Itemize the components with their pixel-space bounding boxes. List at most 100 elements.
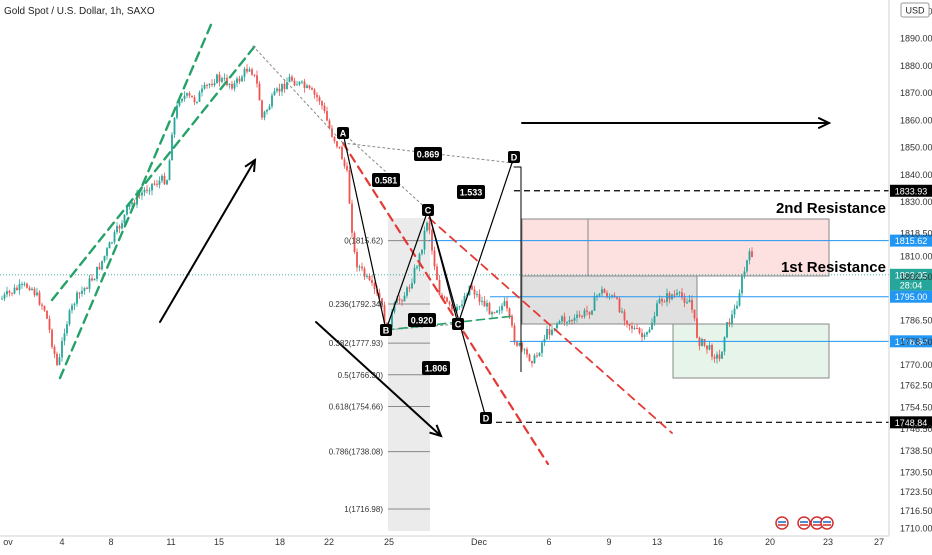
- candle-body: [569, 320, 571, 322]
- candle-body: [644, 335, 646, 338]
- candle-body: [474, 289, 476, 294]
- y-tick-label: 1818.50: [900, 228, 932, 238]
- candle-body: [461, 304, 463, 306]
- candle-body: [574, 318, 576, 321]
- candle-body: [494, 312, 496, 313]
- candle-body: [446, 297, 448, 301]
- candle-body: [731, 315, 733, 324]
- candle-body: [259, 84, 261, 101]
- y-tick-label: 1890.00: [900, 34, 932, 44]
- price-axis-badge-text: 1833.93: [895, 186, 928, 196]
- candle-body: [581, 316, 583, 317]
- candle-body: [704, 339, 706, 345]
- candle-body: [224, 78, 226, 79]
- candle-body: [714, 357, 716, 359]
- x-tick-label: 9: [606, 537, 611, 547]
- candle-body: [399, 299, 401, 301]
- candle-body: [421, 249, 423, 253]
- candle-body: [636, 328, 638, 329]
- candle-body: [404, 296, 406, 302]
- candle-body: [601, 289, 603, 293]
- candle-body: [374, 283, 376, 289]
- candle-body: [84, 288, 86, 291]
- candle-body: [679, 292, 681, 293]
- candle-body: [334, 137, 336, 141]
- x-tick-label: 15: [214, 537, 224, 547]
- candle-body: [204, 85, 206, 89]
- y-tick-label: 1770.00: [900, 360, 932, 370]
- candle-body: [74, 304, 76, 306]
- candle-body: [164, 176, 166, 184]
- candle-body: [546, 329, 548, 339]
- candle-body: [749, 251, 751, 260]
- candle-body: [646, 332, 648, 334]
- candle-body: [4, 294, 6, 298]
- candle-body: [534, 355, 536, 363]
- x-tick-label: 20: [765, 537, 775, 547]
- candle-body: [621, 311, 623, 312]
- y-tick-label: 1802.50: [900, 272, 932, 282]
- candle-body: [154, 184, 156, 185]
- candle-body: [729, 322, 731, 324]
- candle-body: [309, 85, 311, 88]
- fib-level-label: 0(1815.62): [344, 237, 383, 246]
- pattern-point-label: C: [425, 206, 432, 216]
- candle-body: [589, 312, 591, 315]
- candle-body: [6, 291, 8, 294]
- candle-body: [151, 184, 153, 191]
- candle-body: [721, 351, 723, 358]
- candle-body: [304, 82, 306, 88]
- us-flag-event-icon[interactable]: [798, 517, 810, 529]
- candle-body: [706, 346, 708, 350]
- candle-body: [141, 193, 143, 196]
- us-flag-event-icon[interactable]: [776, 517, 788, 529]
- y-tick-label: 1754.50: [900, 402, 932, 412]
- candle-body: [159, 181, 161, 185]
- candle-body: [64, 333, 66, 341]
- candle-body: [414, 268, 416, 283]
- fib-level-label: 0.786(1738.08): [329, 448, 384, 457]
- currency-label: USD: [905, 6, 925, 16]
- fib-level-label: 1(1716.98): [344, 505, 383, 514]
- candle-body: [121, 223, 123, 228]
- candle-body: [471, 286, 473, 290]
- candle-body: [539, 353, 541, 356]
- candle-body: [266, 110, 268, 112]
- candle-body: [579, 315, 581, 316]
- candle-body: [69, 310, 71, 324]
- x-tick-label: ov: [3, 537, 13, 547]
- candle-body: [709, 345, 711, 349]
- chart-title: Gold Spot / U.S. Dollar, 1h, SAXO: [4, 6, 155, 17]
- candle-body: [211, 84, 213, 85]
- pattern-point-label: C: [455, 320, 462, 330]
- resistance-2-label: 2nd Resistance: [776, 200, 886, 217]
- candle-body: [66, 324, 68, 333]
- fib-level-label: 0.5(1766.30): [338, 371, 384, 380]
- candle-body: [549, 329, 551, 335]
- candle-body: [131, 202, 133, 204]
- candle-body: [219, 75, 221, 82]
- candle-body: [126, 207, 128, 215]
- us-flag-event-icon[interactable]: [821, 517, 833, 529]
- candle-body: [254, 75, 256, 76]
- candle-body: [281, 84, 283, 92]
- candle-body: [536, 355, 538, 356]
- candle-body: [306, 85, 308, 87]
- candle-body: [676, 293, 678, 295]
- candle-body: [566, 322, 568, 323]
- candle-body: [161, 176, 163, 181]
- candle-body: [144, 190, 146, 193]
- candle-body: [564, 316, 566, 322]
- candle-body: [511, 316, 513, 326]
- candle-body: [321, 101, 323, 105]
- candle-body: [106, 248, 108, 256]
- candle-body: [459, 306, 461, 307]
- candle-body: [331, 128, 333, 136]
- candle-body: [271, 95, 273, 106]
- candle-body: [499, 310, 501, 311]
- candle-body: [284, 84, 286, 89]
- candle-body: [661, 299, 663, 302]
- dotted-connector-1: [253, 46, 343, 143]
